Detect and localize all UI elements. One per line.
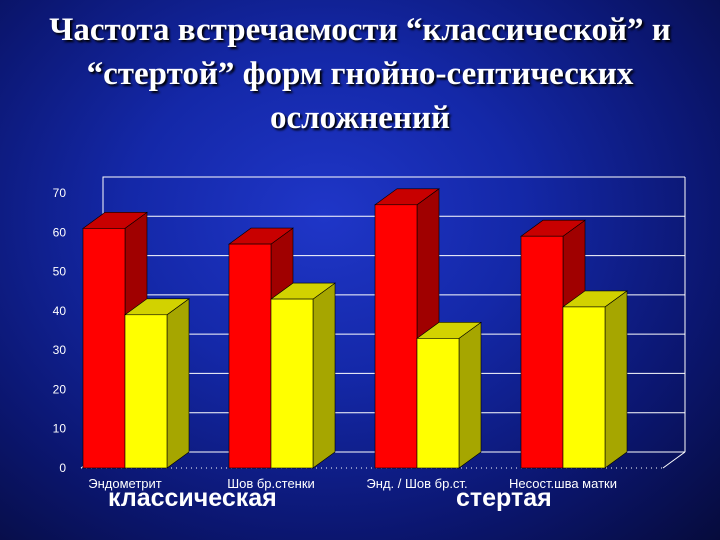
bar-3-0: [520, 235, 564, 469]
x-tick-label-2: Энд. / Шов бр.ст.: [366, 476, 467, 491]
x-tick-label-1: Шов бр.стенки: [227, 476, 315, 491]
y-tick-label-6: 60: [53, 225, 67, 239]
y-tick-label-5: 50: [53, 265, 67, 279]
y-tick-label-1: 10: [53, 422, 67, 436]
legend-classic-label: классическая: [108, 484, 277, 512]
title-line-2: “стертой” форм гнойно-септических: [86, 56, 634, 92]
bar-0-0: [82, 228, 126, 469]
bar-2-0: [374, 204, 418, 469]
y-tick-label-4: 40: [53, 304, 67, 318]
bar-side-2-1: [458, 321, 482, 469]
bar-0-1: [124, 314, 168, 469]
floor-right-edge: [662, 451, 686, 469]
bar-2-1: [416, 338, 460, 469]
y-tick-label-3: 30: [53, 343, 67, 357]
bar-side-0-1: [166, 298, 190, 469]
bar-side-1-1: [312, 282, 336, 469]
bar-side-3-1: [604, 290, 628, 469]
chart-title: Частота встречаемости “классической” и “…: [0, 8, 720, 140]
y-tick-label-0: 0: [59, 461, 66, 475]
title-line-3: осложнений: [270, 100, 450, 136]
y-tick-label-2: 20: [53, 382, 67, 396]
bar-1-0: [228, 243, 272, 469]
legend-erased-label: стертая: [456, 484, 552, 512]
x-tick-label-3: Несост.шва матки: [509, 476, 617, 491]
x-tick-label-0: Эндометрит: [88, 476, 162, 491]
y-tick-label-7: 70: [53, 186, 67, 200]
bar-1-1: [270, 298, 314, 469]
bar-3-1: [562, 306, 606, 469]
title-line-1: Частота встречаемости “классической” и: [49, 12, 671, 48]
